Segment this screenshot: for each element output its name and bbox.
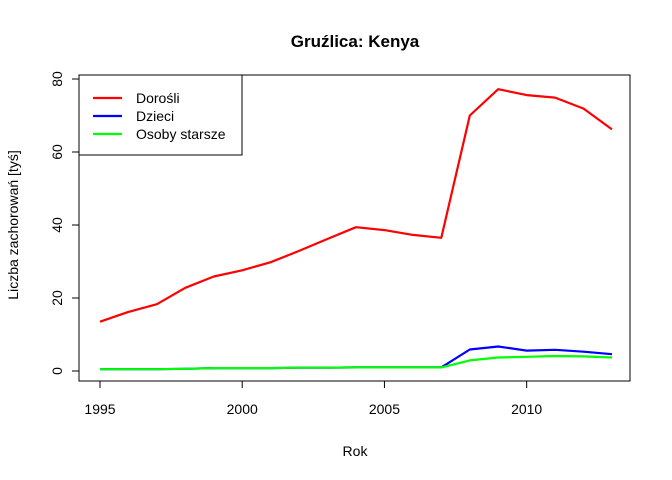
y-tick-label: 0 (49, 367, 65, 375)
series-line-0 (99, 88, 613, 323)
x-tick-label: 2010 (511, 401, 542, 417)
x-axis: 1995 2000 2005 2010 (84, 380, 542, 417)
y-tick-label: 80 (49, 71, 65, 87)
x-tick-label: 2000 (227, 401, 258, 417)
legend: Dorośli Dzieci Osoby starsze (78, 74, 243, 156)
y-tick-label: 20 (49, 290, 65, 306)
x-tick-label: 2005 (369, 401, 400, 417)
legend-label: Dorośli (136, 90, 180, 106)
series-line-1 (100, 345, 613, 371)
legend-label: Osoby starsze (136, 126, 226, 142)
x-tick-label: 1995 (84, 401, 115, 417)
series-line-2 (100, 354, 613, 371)
y-axis: 0 20 40 60 80 (49, 71, 80, 375)
y-tick-label: 60 (49, 144, 65, 160)
chart-title: Gruźlica: Kenya (291, 32, 420, 51)
x-axis-label: Rok (343, 443, 369, 459)
y-axis-label: Liczba zachorowań [tyś] (5, 150, 21, 299)
series-lines (99, 88, 613, 371)
legend-label: Dzieci (136, 108, 174, 124)
y-tick-label: 40 (49, 217, 65, 233)
